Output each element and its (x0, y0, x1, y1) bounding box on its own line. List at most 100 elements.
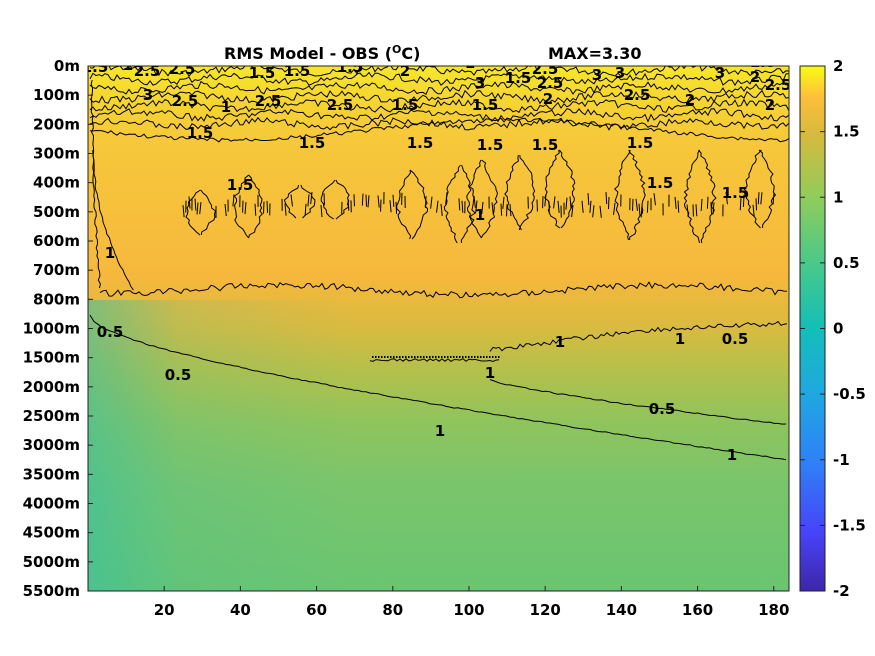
x-axis: 20 40 60 80 100 120 140 160 180 (154, 586, 789, 619)
contour-hatch (224, 204, 227, 217)
contour-hatch (194, 198, 197, 211)
contour-hatch (686, 204, 689, 217)
contour-hatch (677, 200, 680, 213)
contour-hatch (461, 200, 464, 213)
y-tick-label: 500m (33, 203, 80, 221)
contour-line-surface (89, 98, 789, 113)
chart-title: RMS Model - OBS (OC) (224, 43, 420, 63)
contour-hatch (544, 194, 547, 207)
y-tick-label: 800m (33, 290, 80, 308)
colorbar-tick-label: -0.5 (833, 385, 866, 403)
contour-label: 1.5 (627, 134, 654, 152)
contour-hatch (500, 203, 503, 216)
contour-hatch (367, 195, 370, 208)
contour-label: 2 (765, 96, 775, 114)
contour-hatch (458, 198, 461, 211)
contour-hatch (445, 192, 448, 205)
contour-hatch (772, 192, 775, 205)
contour-hatch (244, 202, 247, 215)
contour-label: 3 (475, 74, 485, 92)
contour-label: 1 (675, 330, 685, 348)
contour-label: 1 (727, 446, 737, 464)
contour-label: 2.5 (327, 96, 354, 114)
contour-hatch (199, 202, 202, 215)
y-tick-label: 4000m (23, 495, 80, 513)
contour-line-cell (233, 174, 250, 239)
contour-label: 1 (123, 56, 133, 74)
contour-hatch (436, 200, 439, 213)
contour-label: 1.5 (227, 176, 254, 194)
y-tick-label: 200m (33, 115, 80, 133)
contour-label: 2 (223, 50, 233, 68)
contour-hatch (638, 203, 641, 216)
contour-label: 1 (465, 54, 475, 72)
x-tick-label: 120 (530, 601, 561, 619)
contour-line-cell (200, 189, 217, 236)
contour-label: 1 (221, 98, 231, 116)
contour-label: 1.5 (532, 136, 559, 154)
contour-line-cell (480, 159, 499, 239)
x-tick-label: 160 (682, 601, 713, 619)
contour-line-cell (248, 174, 263, 239)
contour-hatch (290, 194, 293, 207)
contour-label: 3 (715, 64, 725, 82)
contour-hatch (188, 196, 191, 209)
x-tick-label: 100 (453, 601, 484, 619)
colorbar-tick-label: -2 (833, 582, 850, 600)
contour-hatch (509, 204, 512, 217)
x-tick-label: 40 (230, 601, 251, 619)
contour-hatch (310, 192, 313, 205)
contour-line-cell (698, 149, 717, 244)
contour-label: 1 (685, 52, 695, 70)
contour-label: 1.5 (82, 58, 109, 76)
y-tick-label: 1500m (23, 349, 80, 367)
contour-line-cell (544, 149, 561, 229)
contour-line-cell (504, 154, 521, 231)
contour-line-surface (89, 108, 789, 123)
contour-line-cell (558, 149, 576, 229)
contour-hatch (760, 192, 763, 205)
contour-label: 2.5 (172, 92, 199, 110)
contour-label: 0.5 (649, 400, 676, 418)
contour-hatch (706, 196, 709, 209)
contour-label: 2 (400, 62, 410, 80)
contour-label: 1 (555, 333, 565, 351)
y-tick-label: 600m (33, 232, 80, 250)
contour-hatch (613, 202, 616, 215)
contour-hatch (635, 198, 638, 211)
contour-label: 1 (105, 244, 115, 262)
contour-line-cell (758, 149, 777, 228)
colorbar-tick-label: 1.5 (833, 123, 860, 141)
contour-hatch (307, 194, 310, 207)
y-tick-label: 400m (33, 174, 80, 192)
contour-label: 1.5 (647, 174, 674, 192)
y-tick-label: 0m (54, 57, 80, 75)
contour-hatch (587, 193, 590, 206)
colorbar-ticks: 2 1.5 1 0.5 0 -0.5 -1 -1.5 -2 (800, 57, 866, 600)
contour-hatch (739, 198, 742, 211)
y-tick-label: 2500m (23, 407, 80, 425)
contour-label: 2.5 (169, 60, 196, 78)
contour-hatch (389, 200, 392, 213)
y-tick-label: 3500m (23, 465, 80, 483)
contour-hatch (557, 200, 560, 213)
contour-hatch (607, 197, 610, 210)
contour-line-cell (519, 154, 536, 231)
contour-hatch (491, 202, 494, 215)
contour-hatch (266, 200, 269, 213)
contour-line-surface (89, 116, 789, 131)
colorbar-tick-label: 2 (833, 57, 843, 75)
y-tick-label: 5500m (23, 582, 80, 600)
contour-hatch (553, 196, 556, 209)
contour-label: 3 (143, 86, 153, 104)
y-tick-label: 700m (33, 261, 80, 279)
contour-hatch (589, 200, 592, 213)
contour-hatch (365, 194, 368, 207)
contour-hatch (592, 205, 595, 218)
contour-hatch (395, 201, 398, 214)
contour-line-1-mid-left (369, 358, 500, 363)
contour-hatch (473, 195, 476, 209)
contour-line-1-left-edge (90, 79, 101, 289)
contour-hatch (599, 205, 602, 218)
contour-hatch (581, 200, 584, 213)
